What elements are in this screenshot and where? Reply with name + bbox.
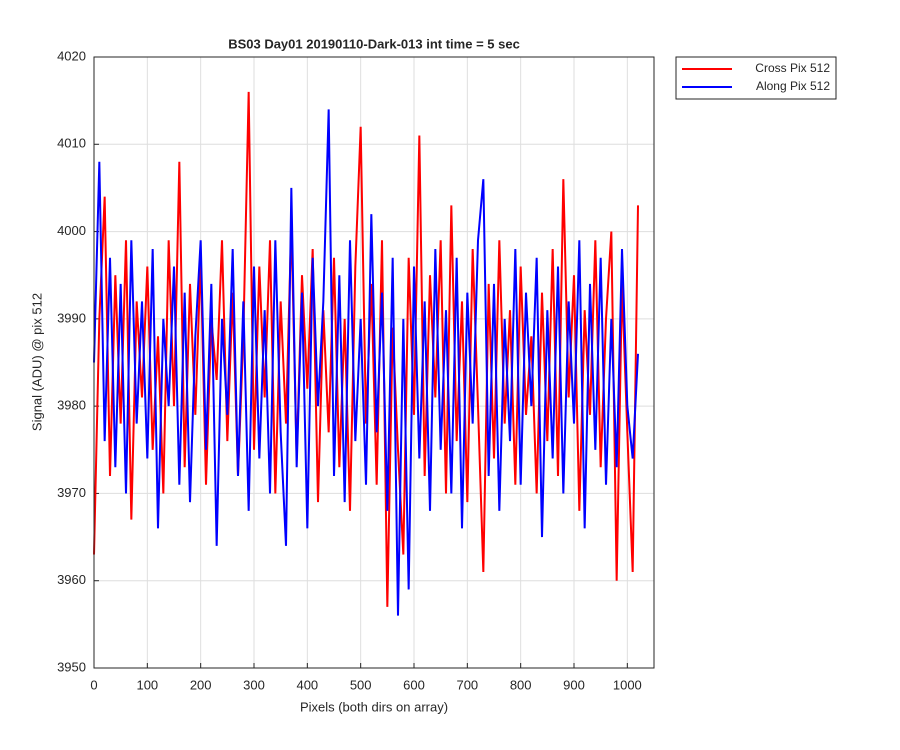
y-tick-label: 3960	[57, 572, 86, 587]
x-tick-label: 1000	[613, 677, 642, 692]
plot-frame	[93, 56, 655, 669]
x-tick-label: 100	[136, 677, 158, 692]
y-tick-label: 3980	[57, 398, 86, 413]
x-axis-label: Pixels (both dirs on array)	[300, 699, 448, 714]
x-tick-label: 400	[296, 677, 318, 692]
y-tick-label: 4000	[57, 223, 86, 238]
x-tick-label: 800	[510, 677, 532, 692]
legend-label: Along Pix 512	[756, 79, 830, 93]
series-line	[93, 109, 639, 616]
y-tick-label: 4010	[57, 136, 86, 151]
x-tick-label: 700	[456, 677, 478, 692]
y-axis-label: Signal (ADU) @ pix 512	[29, 293, 44, 431]
x-tick-label: 600	[403, 677, 425, 692]
x-tick-label: 0	[90, 677, 97, 692]
y-tick-label: 3970	[57, 485, 86, 500]
chart-title: BS03 Day01 20190110-Dark-013 int time = …	[228, 36, 520, 51]
y-tick-label: 3990	[57, 310, 86, 325]
y-tick-label: 3950	[57, 659, 86, 674]
y-tick-label: 4020	[57, 48, 86, 63]
x-tick-label: 500	[350, 677, 372, 692]
legend-box	[675, 56, 837, 100]
legend-label: Cross Pix 512	[755, 61, 830, 75]
x-tick-label: 900	[563, 677, 585, 692]
x-tick-label: 200	[190, 677, 212, 692]
x-tick-label: 300	[243, 677, 265, 692]
series-line	[93, 91, 639, 607]
